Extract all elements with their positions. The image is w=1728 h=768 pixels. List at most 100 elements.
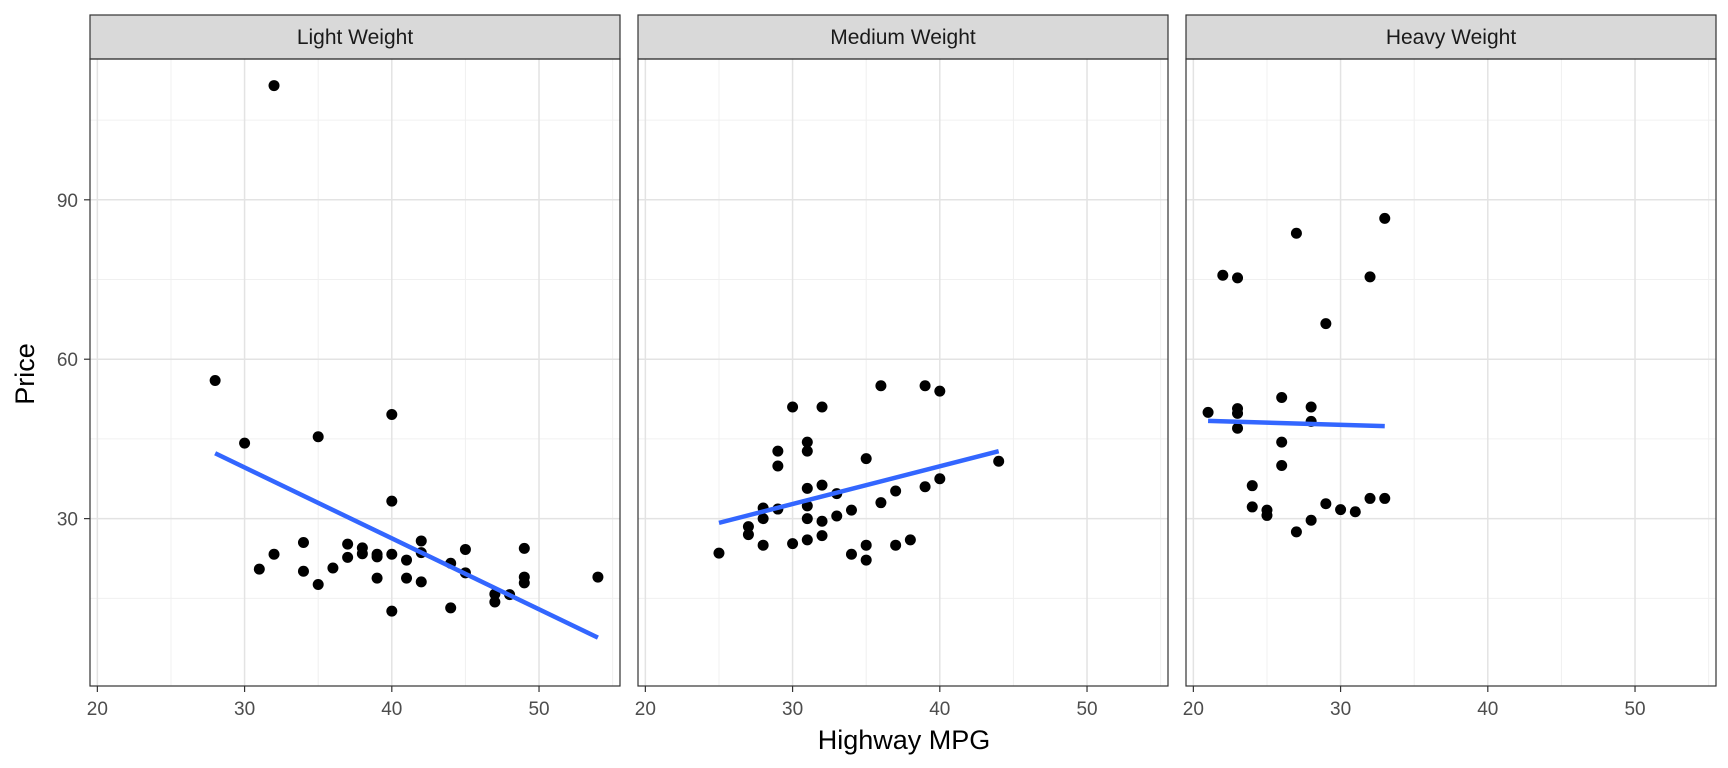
data-point (1276, 459, 1288, 471)
panel-border (89, 58, 621, 687)
x-tick-label: 30 (234, 699, 255, 720)
data-point (904, 534, 916, 546)
panel-background (90, 59, 620, 686)
data-point (1364, 271, 1376, 283)
data-point (356, 548, 368, 560)
data-point (757, 539, 769, 551)
x-tick-label: 30 (782, 699, 803, 720)
data-point (342, 551, 354, 563)
data-point (518, 577, 530, 589)
data-point (742, 529, 754, 541)
data-point (772, 445, 784, 457)
data-point (875, 497, 887, 509)
y-tick-label: 60 (57, 350, 78, 371)
data-point (860, 539, 872, 551)
x-tick-label: 30 (1330, 699, 1351, 720)
data-point (209, 374, 221, 386)
data-point (890, 485, 902, 497)
data-point (801, 513, 813, 525)
data-point (772, 460, 784, 472)
data-point (327, 562, 339, 574)
data-point (297, 537, 309, 549)
x-tick-label: 20 (635, 699, 656, 720)
facet-panel: Heavy Weight 20 30 40 50 (1183, 14, 1717, 720)
data-point (342, 538, 354, 550)
facet-panel: Light Weight 20 30 40 50 (87, 14, 621, 720)
data-point (1320, 498, 1332, 510)
data-point (860, 554, 872, 566)
data-point (401, 572, 413, 584)
panel-border (1185, 58, 1717, 687)
data-point (253, 563, 265, 575)
facet-strip-label: Medium Weight (830, 26, 976, 49)
data-point (1217, 269, 1229, 281)
data-point (713, 547, 725, 559)
data-point (1232, 422, 1244, 434)
data-point (312, 579, 324, 591)
x-tick-label: 50 (1624, 699, 1645, 720)
data-point (1261, 509, 1273, 521)
data-point (1305, 401, 1317, 413)
facet-strip (637, 14, 1169, 60)
data-point (1335, 504, 1347, 516)
data-point (518, 542, 530, 554)
data-point (890, 539, 902, 551)
x-tick-label: 40 (381, 699, 402, 720)
x-tick-label: 40 (1477, 699, 1498, 720)
data-point (459, 543, 471, 555)
facet-strip (1185, 14, 1717, 60)
data-point (1290, 227, 1302, 239)
x-tick-label: 50 (1076, 699, 1097, 720)
facet-strip (89, 14, 621, 60)
data-point (801, 445, 813, 457)
data-point (1379, 492, 1391, 504)
data-point (742, 521, 754, 533)
data-point (801, 436, 813, 448)
data-point (386, 605, 398, 617)
data-point (415, 535, 427, 547)
data-point (239, 437, 251, 449)
data-point (415, 576, 427, 588)
data-point (1379, 212, 1391, 224)
data-point (1364, 492, 1376, 504)
data-point (831, 510, 843, 522)
facet-panel: Medium Weight 20 30 40 50 (635, 14, 1169, 720)
data-point (371, 548, 383, 560)
trend-line (1208, 418, 1385, 429)
data-point (801, 482, 813, 494)
data-point (934, 473, 946, 485)
facet-strip-label: Light Weight (297, 26, 414, 49)
y-axis: 30 60 90 (57, 191, 90, 531)
data-point (1290, 526, 1302, 538)
data-point (386, 408, 398, 420)
data-point (1276, 391, 1288, 403)
data-point (1246, 501, 1258, 513)
panel-background (638, 59, 1168, 686)
data-point (757, 513, 769, 525)
data-point (268, 80, 280, 92)
trend-line (214, 451, 599, 640)
data-point (1276, 436, 1288, 448)
data-point (489, 596, 501, 608)
trend-line (718, 448, 1000, 526)
data-point (1320, 318, 1332, 330)
data-point (445, 602, 457, 614)
data-point (816, 515, 828, 527)
data-point (401, 554, 413, 566)
data-point (801, 534, 813, 546)
data-point (816, 479, 828, 491)
data-point (845, 548, 857, 560)
data-point (1232, 407, 1244, 419)
data-point (1232, 272, 1244, 284)
data-point (919, 380, 931, 392)
data-point (371, 572, 383, 584)
y-tick-label: 90 (57, 191, 78, 212)
facet-panels: Light Weight 20 30 40 50 Medium Weight 20 30 40 5… (87, 14, 1717, 720)
data-point (816, 530, 828, 542)
x-tick-label: 20 (87, 699, 108, 720)
data-point (386, 495, 398, 507)
data-point (386, 548, 398, 560)
data-point (919, 481, 931, 493)
data-point (312, 431, 324, 443)
